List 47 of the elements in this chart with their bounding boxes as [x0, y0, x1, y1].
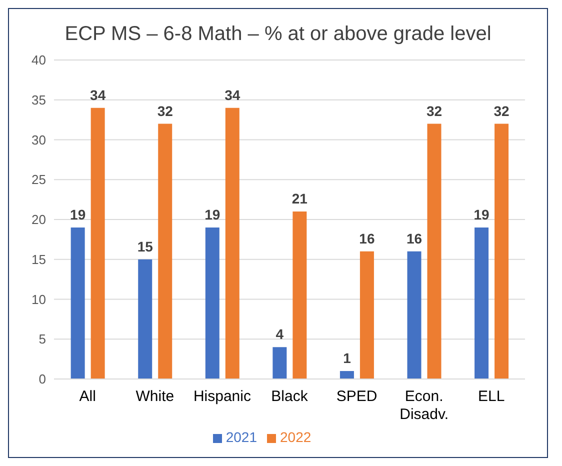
y-tick-label: 10 [32, 292, 46, 307]
y-tick-label: 0 [38, 372, 46, 387]
legend-label: 2021 [226, 429, 257, 445]
data-label: 21 [292, 190, 308, 207]
legend-label: 2022 [280, 429, 312, 445]
data-label: 4 [276, 326, 284, 342]
bar [407, 251, 422, 379]
bar [225, 108, 240, 379]
x-tick-label: Econ. Disadv. [400, 388, 449, 423]
bar [272, 347, 287, 379]
data-label: 19 [474, 206, 490, 222]
x-tick-label: Black [271, 388, 308, 405]
y-tick-label: 35 [32, 92, 46, 108]
bar [70, 227, 85, 379]
bar [90, 108, 105, 379]
data-label: 15 [137, 238, 154, 254]
x-tick-label: ELL [478, 388, 505, 405]
bar [292, 212, 307, 379]
bar [360, 251, 374, 379]
bar [340, 371, 354, 379]
data-label: 32 [494, 102, 510, 119]
y-tick-label: 40 [32, 52, 46, 68]
x-tick-label: SPED [336, 388, 378, 405]
y-tick-label: 5 [38, 332, 46, 347]
data-label: 1 [343, 350, 352, 366]
x-tick-label: White [136, 388, 174, 405]
x-tick-label: All [79, 388, 96, 405]
data-label: 16 [406, 230, 422, 246]
data-label: 32 [426, 102, 442, 119]
y-tick-label: 20 [32, 212, 46, 228]
data-label: 16 [359, 230, 375, 246]
data-label: 19 [204, 206, 220, 222]
x-tick-label: Hispanic [193, 388, 252, 405]
bar [494, 124, 509, 379]
data-label: 32 [157, 102, 174, 119]
bar [474, 227, 489, 379]
y-tick-label: 25 [32, 172, 46, 188]
bar [427, 124, 442, 379]
data-label: 34 [224, 86, 240, 103]
y-tick-label: 30 [32, 132, 46, 148]
bar [138, 259, 152, 379]
chart-title: ECP MS – 6-8 Math – % at or above grade level [64, 22, 492, 47]
y-tick-label: 15 [32, 252, 46, 267]
data-label: 34 [90, 86, 106, 103]
bar [205, 227, 220, 379]
data-label: 19 [70, 206, 86, 222]
bar [158, 124, 172, 379]
